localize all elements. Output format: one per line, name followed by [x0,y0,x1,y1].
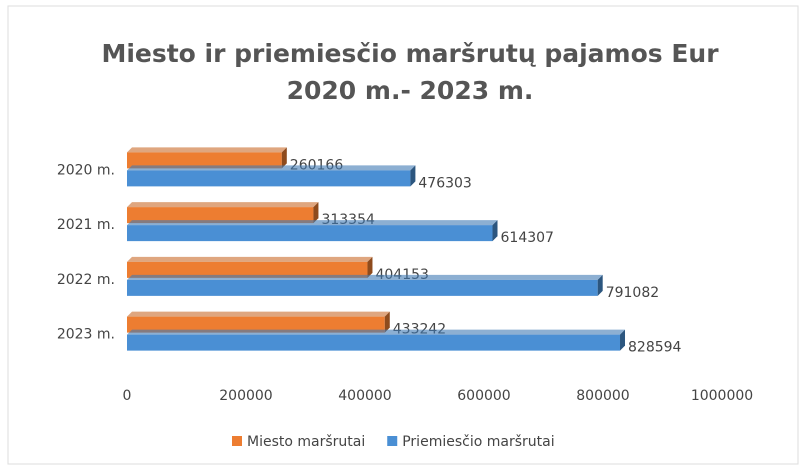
chart-title: Miesto ir priemiesčio maršrutų pajamos E… [101,39,719,68]
data-label: 476303 [418,175,471,191]
data-label: 614307 [501,230,554,246]
data-label: 828594 [628,340,682,356]
legend-swatch [232,436,242,446]
y-tick-label: 2023 m. [57,327,115,343]
bar-top-face [127,329,626,335]
bar-side-face [313,202,319,224]
x-tick-label: 800000 [576,388,629,404]
x-tick-label: 1000000 [691,388,753,404]
bar-top-face [127,202,319,208]
bar [127,334,621,351]
bar [127,207,314,224]
x-tick-label: 600000 [457,388,510,404]
x-tick-label: 0 [123,388,132,404]
legend-label: Priemiesčio maršrutai [402,434,554,450]
bar-side-face [492,220,498,242]
bar [127,316,385,333]
bar [127,279,598,296]
bar-top-face [127,220,498,226]
chart-title: 2020 m.- 2023 m. [287,76,534,105]
bar-side-face [597,274,603,296]
y-tick-label: 2021 m. [57,217,115,233]
legend-label: Miesto maršrutai [247,434,365,450]
bar-side-face [410,165,416,187]
y-tick-label: 2020 m. [57,162,115,178]
data-label: 791082 [606,285,659,301]
bar-top-face [127,256,373,262]
bar [127,152,282,169]
bar [127,170,411,187]
bar [127,261,368,278]
bar-side-face [281,147,287,169]
legend-swatch [387,436,398,446]
bar-side-face [384,311,390,333]
x-tick-label: 400000 [338,388,391,404]
y-tick-label: 2022 m. [57,272,115,288]
bar-side-face [620,329,626,351]
x-tick-label: 200000 [219,388,272,404]
bar-top-face [127,165,416,171]
bar-top-face [127,147,287,153]
bar-top-face [127,274,603,280]
bar [127,225,493,242]
bar-side-face [367,256,373,278]
bar-top-face [127,311,390,317]
